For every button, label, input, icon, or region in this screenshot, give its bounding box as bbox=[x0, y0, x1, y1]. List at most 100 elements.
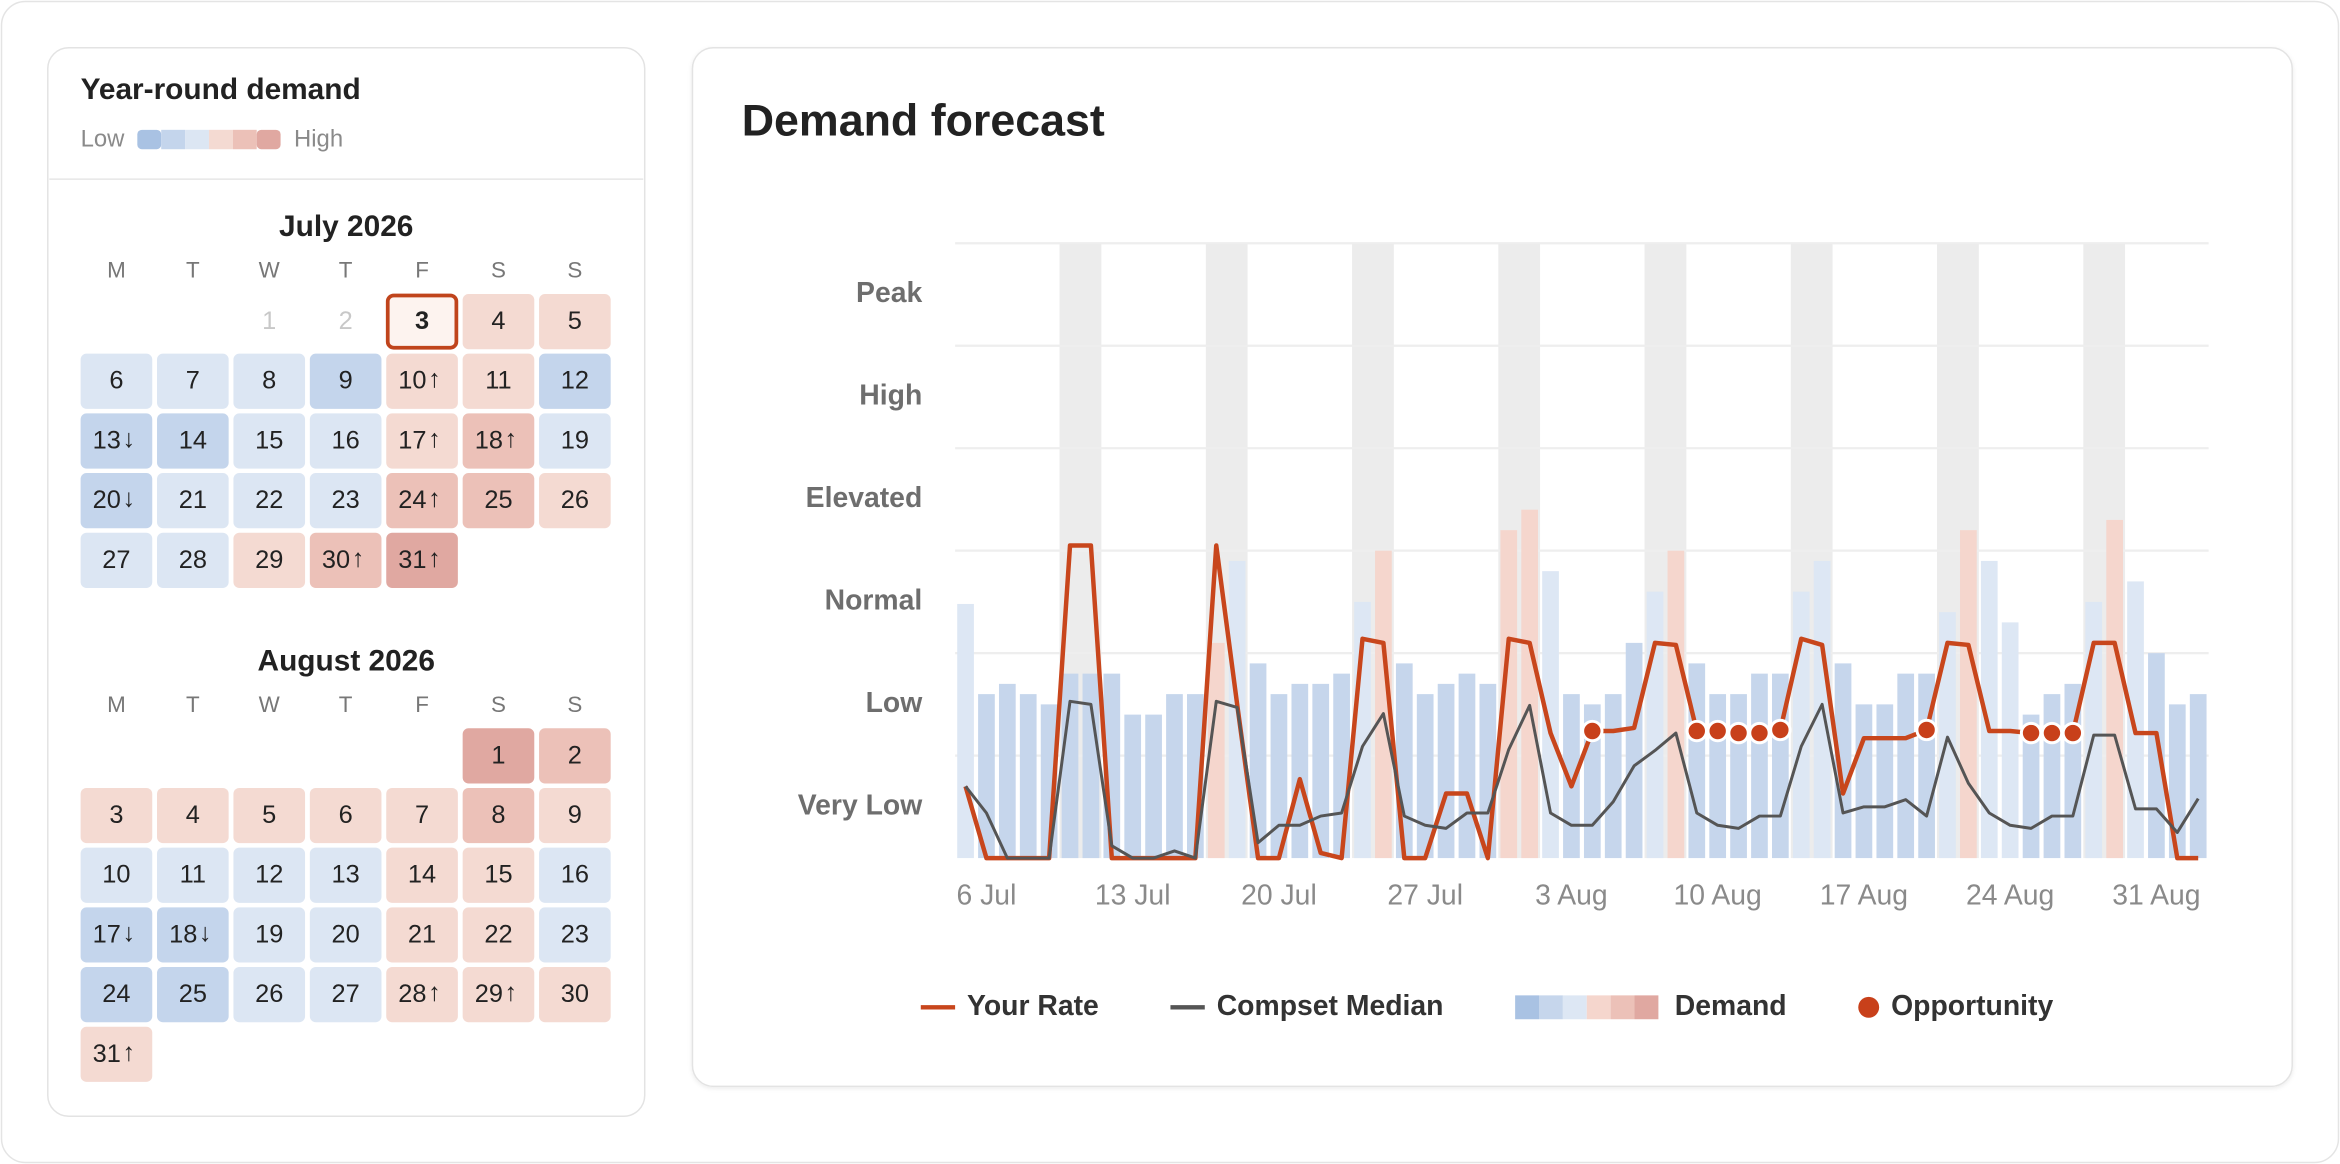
day-number: 27 bbox=[102, 546, 130, 574]
bar bbox=[1625, 642, 1643, 859]
y-tick-label: Normal bbox=[825, 584, 923, 616]
day-cell bbox=[386, 532, 458, 588]
day-cell bbox=[309, 967, 382, 1023]
opportunity-dot bbox=[2040, 721, 2064, 745]
day-number: 24 bbox=[102, 980, 130, 1008]
day-number: 13 bbox=[332, 861, 360, 889]
opportunity-dot bbox=[1706, 719, 1729, 743]
bar bbox=[1563, 694, 1580, 859]
trend-arrow: ↓ bbox=[122, 425, 135, 453]
month-title: July 2026 bbox=[279, 210, 413, 243]
x-tick-label: 24 Aug bbox=[1966, 879, 2054, 911]
day-cell bbox=[539, 907, 611, 963]
day-number: 20 bbox=[93, 486, 121, 514]
day-number: 6 bbox=[109, 367, 123, 395]
legend-swatch bbox=[137, 129, 162, 150]
legend-label: Compset Median bbox=[1217, 990, 1444, 1022]
trend-arrow: ↑ bbox=[504, 979, 517, 1007]
opportunity-dot bbox=[1581, 719, 1604, 743]
bar bbox=[1667, 550, 1685, 859]
bar bbox=[2189, 694, 2207, 859]
weekday: S bbox=[491, 692, 506, 717]
bar bbox=[1291, 683, 1309, 859]
legend-swatch bbox=[161, 129, 186, 150]
bar bbox=[1876, 704, 1894, 859]
day-number: 3 bbox=[415, 307, 429, 335]
day-number: 16 bbox=[332, 426, 360, 454]
day-cell bbox=[539, 473, 611, 529]
bar bbox=[1730, 694, 1747, 859]
day-cell bbox=[80, 1026, 153, 1082]
bar bbox=[1082, 673, 1100, 859]
opportunity-dot bbox=[1727, 721, 1750, 745]
weekday: F bbox=[415, 692, 429, 717]
card bbox=[691, 47, 2293, 1088]
bar bbox=[1333, 673, 1350, 859]
bar bbox=[1270, 694, 1288, 859]
x-tick-label: 10 Aug bbox=[1674, 879, 1762, 911]
bar bbox=[1897, 673, 1915, 859]
day-number: 19 bbox=[255, 920, 283, 948]
day-cell bbox=[309, 413, 382, 469]
day-cell bbox=[386, 353, 458, 409]
day-cell bbox=[233, 532, 306, 588]
trend-arrow: ↑ bbox=[428, 485, 441, 513]
day-number: 5 bbox=[262, 801, 276, 829]
day-cell bbox=[233, 967, 306, 1023]
bar bbox=[2148, 653, 2165, 859]
day-cell bbox=[157, 353, 229, 409]
trend-arrow: ↑ bbox=[122, 1038, 135, 1066]
day-cell bbox=[539, 728, 611, 784]
day-number: 2 bbox=[339, 307, 353, 335]
day-number: 7 bbox=[415, 801, 429, 829]
chart-title: Demand forecast bbox=[742, 96, 1105, 146]
day-cell bbox=[157, 473, 229, 529]
day-number: 29 bbox=[475, 980, 503, 1008]
weekday: S bbox=[567, 692, 582, 717]
day-number: 8 bbox=[262, 367, 276, 395]
bar bbox=[1166, 694, 1183, 859]
x-tick-label: 20 Jul bbox=[1241, 879, 1317, 911]
weekday: F bbox=[415, 258, 429, 283]
bar bbox=[2106, 519, 2123, 859]
legend-swatch bbox=[1858, 996, 1880, 1018]
legend-swatch bbox=[1634, 995, 1659, 1020]
day-cell bbox=[157, 907, 229, 963]
legend-low: Low bbox=[81, 126, 126, 153]
y-tick-label: High bbox=[859, 379, 922, 411]
x-tick-label: 17 Aug bbox=[1820, 879, 1908, 911]
day-number: 8 bbox=[491, 801, 505, 829]
bar bbox=[1416, 694, 1434, 859]
x-tick-label: 13 Jul bbox=[1095, 879, 1171, 911]
legend-swatch bbox=[1610, 995, 1635, 1020]
card-title: Year-round demand bbox=[81, 73, 361, 106]
day-number: 12 bbox=[561, 367, 589, 395]
bar bbox=[2127, 581, 2144, 859]
day-number: 23 bbox=[561, 920, 589, 948]
day-number: 19 bbox=[561, 426, 589, 454]
day-cell bbox=[309, 907, 382, 963]
day-number: 21 bbox=[408, 920, 436, 948]
legend-swatch bbox=[232, 129, 257, 150]
bar bbox=[1855, 704, 1873, 859]
day-number: 30 bbox=[561, 980, 589, 1008]
day-cell bbox=[157, 847, 229, 903]
day-cell bbox=[539, 967, 611, 1023]
day-number: 7 bbox=[186, 367, 200, 395]
day-number: 21 bbox=[179, 486, 207, 514]
bar bbox=[1521, 509, 1539, 859]
chart-card: Demand forecast Very Low Low Normal Elevate… bbox=[691, 47, 2293, 1088]
weekday: S bbox=[567, 258, 582, 283]
day-cell bbox=[80, 847, 153, 903]
day-number: 9 bbox=[339, 367, 353, 395]
opportunity-dot bbox=[1748, 721, 1771, 745]
trend-arrow: ↑ bbox=[428, 425, 441, 453]
day-cell bbox=[157, 967, 229, 1023]
weekday: M bbox=[107, 258, 126, 283]
day-cell bbox=[539, 353, 611, 409]
bar bbox=[1980, 560, 1998, 859]
day-cell bbox=[309, 353, 382, 409]
bar bbox=[998, 683, 1016, 859]
day-number: 1 bbox=[491, 741, 505, 769]
month-title: August 2026 bbox=[258, 644, 435, 677]
